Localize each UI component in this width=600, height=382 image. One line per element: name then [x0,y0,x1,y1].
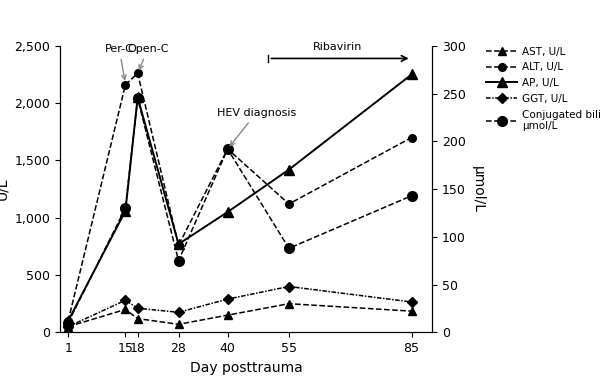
Text: Open-C: Open-C [127,44,169,70]
Legend: AST, U/L, ALT, U/L, AP, U/L, GGT, U/L, Conjugated bilirubin,
μmol/L: AST, U/L, ALT, U/L, AP, U/L, GGT, U/L, C… [482,42,600,135]
Text: Per-C: Per-C [105,44,134,79]
X-axis label: Day posttrauma: Day posttrauma [190,361,302,375]
Y-axis label: U/L: U/L [0,178,9,200]
Text: HEV diagnosis: HEV diagnosis [217,108,296,146]
Y-axis label: μmol/L: μmol/L [471,165,485,213]
Text: Ribavirin: Ribavirin [313,42,362,52]
